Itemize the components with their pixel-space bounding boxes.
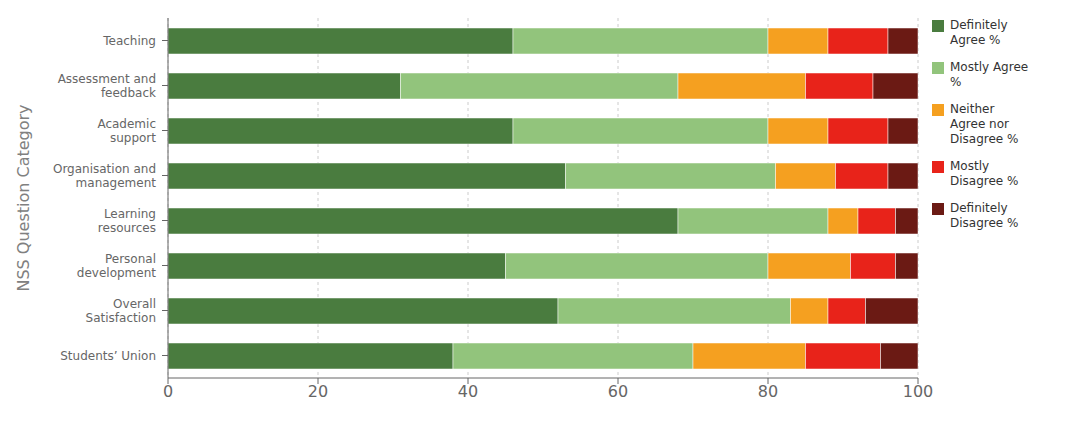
svg-text:Academicsupport: Academicsupport bbox=[97, 117, 156, 145]
svg-text:20: 20 bbox=[308, 382, 328, 401]
svg-text:NSS Question Category: NSS Question Category bbox=[14, 104, 33, 291]
svg-text:Teaching: Teaching bbox=[102, 34, 156, 48]
html-text:Mostly Agree %: Mostly Agree % bbox=[950, 60, 1029, 89]
svg-text:Assessment andfeedback: Assessment andfeedback bbox=[58, 72, 156, 100]
html-text:Neither Agree nor Disagree %: Neither Agree nor Disagree % bbox=[950, 102, 1019, 146]
svg-text:80: 80 bbox=[758, 382, 778, 401]
svg-text:40: 40 bbox=[458, 382, 478, 401]
svg-text:0: 0 bbox=[163, 382, 173, 401]
html-text:Definitely Disagree %: Definitely Disagree % bbox=[950, 201, 1019, 230]
svg-text:Students’ Union: Students’ Union bbox=[60, 349, 156, 363]
svg-text:Personaldevelopment: Personaldevelopment bbox=[77, 252, 156, 280]
svg-text:Organisation andmanagement: Organisation andmanagement bbox=[53, 162, 156, 190]
html-text:Mostly Disagree %: Mostly Disagree % bbox=[950, 159, 1019, 188]
svg-text:OverallSatisfaction: OverallSatisfaction bbox=[86, 297, 156, 325]
svg-text:Learningresources: Learningresources bbox=[98, 207, 156, 235]
svg-text:100: 100 bbox=[903, 382, 934, 401]
html-text:Definitely Agree %: Definitely Agree % bbox=[950, 18, 1008, 47]
svg-text:60: 60 bbox=[608, 382, 628, 401]
